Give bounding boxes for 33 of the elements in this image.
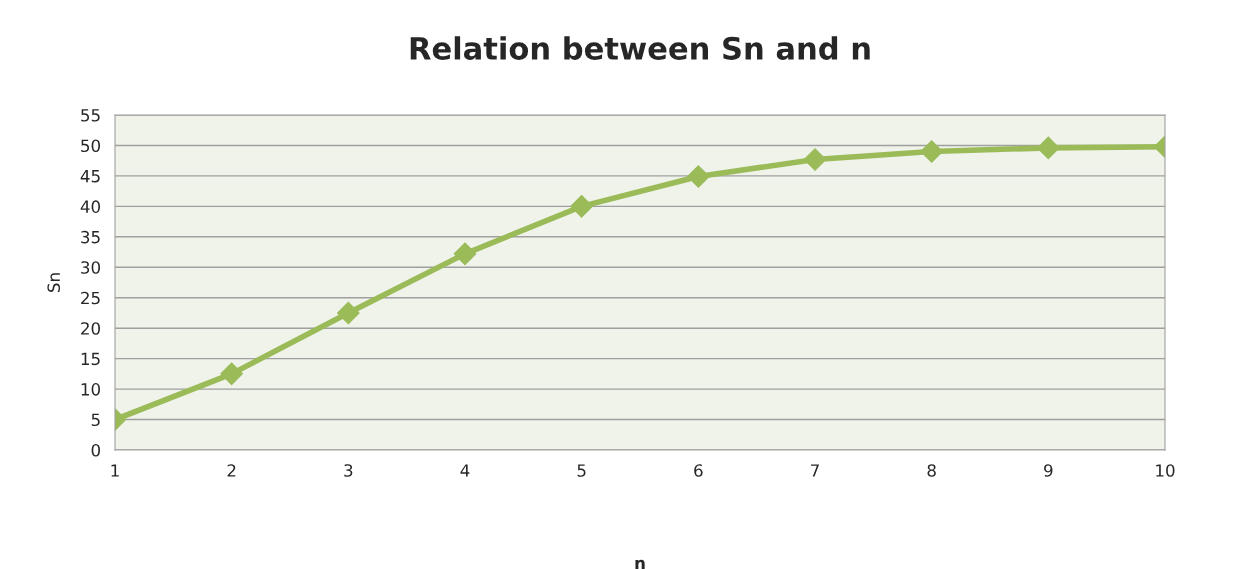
x-tick-label: 8 [927,464,936,477]
point [220,362,243,386]
y-tick-label: 55 [81,109,100,122]
y-tick-label: 35 [81,230,100,244]
point [687,165,710,188]
x-tick-label: 7 [811,464,819,477]
y-tick-label: 45 [80,170,100,183]
x-tick-label: 4 [460,464,470,477]
point [803,148,827,171]
x-tick-label: 3 [344,464,353,477]
x-tick-label: 10 [1156,464,1175,477]
x-tick-label: 9 [1044,464,1053,477]
x-tick-label: 5 [577,464,586,477]
point [570,195,593,218]
y-tick-label: 40 [80,200,100,213]
y-axis-title: Sn [47,273,61,292]
x-axis-title: n [635,559,645,569]
y-tick-label: 30 [81,261,100,274]
point [337,301,360,325]
point [453,242,477,266]
y-tick-label: 25 [81,291,100,305]
y-tick-label: 15 [81,352,100,366]
point [920,140,943,163]
x-tick-label: 1 [111,464,119,477]
y-tick-label: 50 [81,139,100,153]
y-tick-label: 5 [91,413,100,427]
chart-title: Relation between Sn and n [410,36,870,60]
y-tick-label: 20 [81,322,100,335]
point [1037,136,1060,160]
x-tick-label: 6 [694,464,703,477]
y-tick-label: 10 [81,383,100,396]
x-tick-label: 2 [227,464,236,477]
y-tick-label: 0 [91,443,100,457]
